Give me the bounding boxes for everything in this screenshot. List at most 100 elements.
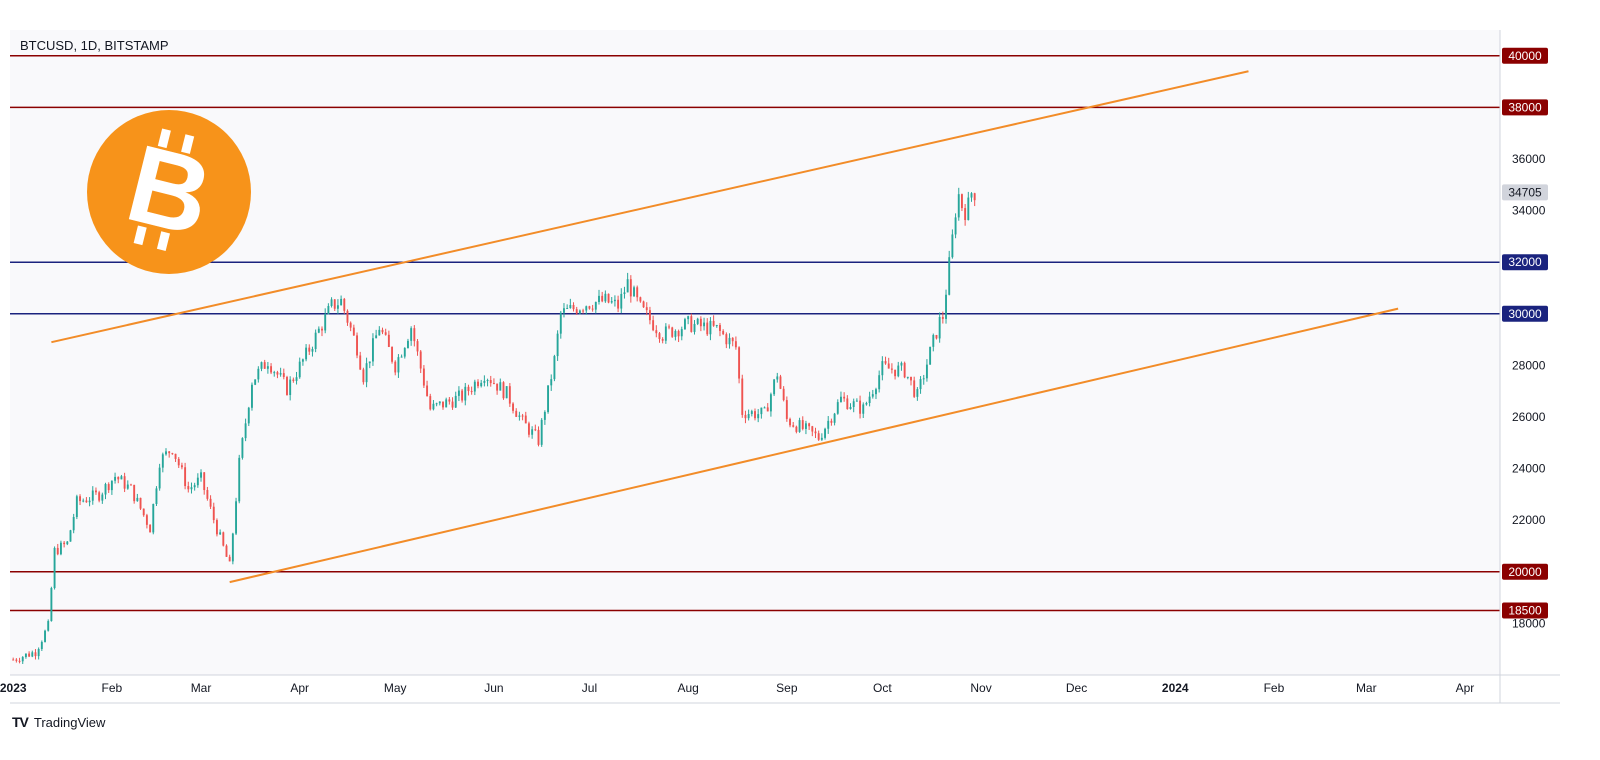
candle-body bbox=[668, 326, 670, 328]
candle-body bbox=[575, 309, 578, 314]
candle-body bbox=[613, 299, 616, 302]
candle-body bbox=[165, 451, 167, 455]
y-tick-label: 28000 bbox=[1512, 358, 1546, 372]
x-tick-label: Jul bbox=[582, 681, 597, 695]
candle-body bbox=[180, 465, 183, 468]
candle-body bbox=[840, 396, 842, 403]
candle-body bbox=[241, 438, 244, 458]
last-price-badge bbox=[1502, 184, 1548, 201]
candle-body bbox=[44, 630, 46, 642]
candle-body bbox=[429, 396, 432, 410]
candle-body bbox=[184, 467, 187, 487]
candle-body bbox=[98, 492, 101, 501]
x-tick-label: 2024 bbox=[1162, 681, 1189, 695]
candle-body bbox=[754, 411, 756, 419]
candle-body bbox=[782, 388, 785, 401]
candle-body bbox=[21, 657, 24, 662]
candle-body bbox=[633, 287, 635, 297]
candle-body bbox=[852, 401, 855, 408]
x-tick-label: 2023 bbox=[0, 681, 27, 695]
footer-brand[interactable]: TV TradingView bbox=[12, 712, 105, 732]
candle-body bbox=[244, 423, 247, 439]
candle-body bbox=[477, 381, 479, 387]
candle-body bbox=[731, 337, 734, 342]
candle-body bbox=[973, 193, 976, 201]
candle-body bbox=[209, 498, 212, 507]
candle-body bbox=[559, 312, 562, 334]
candle-body bbox=[130, 484, 132, 486]
candle-body bbox=[687, 316, 690, 320]
trendline-lower-channel[interactable] bbox=[229, 307, 1399, 584]
candle-body bbox=[591, 308, 594, 310]
candle-body bbox=[757, 414, 760, 419]
candle-body bbox=[161, 454, 164, 468]
candle-body bbox=[298, 361, 301, 378]
candle-body bbox=[916, 389, 919, 397]
candle-body bbox=[715, 325, 718, 327]
candle-body bbox=[814, 431, 817, 434]
candle-body bbox=[152, 503, 155, 533]
candle-body bbox=[483, 380, 486, 383]
candle-body bbox=[652, 320, 655, 331]
candle-body bbox=[158, 467, 161, 489]
candle-body bbox=[324, 314, 327, 331]
candle-body bbox=[142, 508, 145, 516]
candle-body bbox=[24, 653, 27, 658]
candle-body bbox=[547, 385, 550, 412]
candle-body bbox=[875, 389, 877, 395]
candle-body bbox=[286, 376, 288, 395]
candle-body bbox=[540, 419, 543, 445]
bitcoin-logo-icon: B bbox=[87, 110, 251, 274]
candle-body bbox=[553, 356, 556, 380]
x-tick-label: Feb bbox=[1264, 681, 1285, 695]
candle-body bbox=[85, 500, 88, 503]
x-tick-label: Feb bbox=[102, 681, 123, 695]
candle-body bbox=[375, 335, 378, 339]
candle-body bbox=[785, 400, 788, 419]
candle-body bbox=[741, 378, 744, 415]
candle-body bbox=[925, 364, 928, 379]
candle-body bbox=[639, 297, 642, 302]
candle-body bbox=[808, 423, 811, 427]
candle-body bbox=[203, 472, 206, 491]
candle-body bbox=[343, 298, 346, 311]
candle-body bbox=[155, 488, 158, 504]
candle-body bbox=[365, 363, 368, 383]
candle-body bbox=[626, 279, 629, 293]
candle-body bbox=[645, 307, 648, 311]
x-tick-label: Jun bbox=[484, 681, 503, 695]
plot-background bbox=[10, 30, 1500, 675]
x-tick-label: Aug bbox=[677, 681, 698, 695]
candle-body bbox=[881, 361, 884, 376]
candle-body bbox=[228, 556, 231, 562]
candle-body bbox=[518, 415, 521, 417]
candle-body bbox=[149, 524, 152, 533]
candle-body bbox=[572, 305, 575, 310]
candle-body bbox=[941, 316, 944, 319]
candle-body bbox=[340, 298, 343, 306]
candle-body bbox=[457, 390, 460, 396]
candle-body bbox=[703, 322, 706, 327]
trendline-upper-channel[interactable] bbox=[51, 70, 1249, 344]
candle-body bbox=[846, 398, 849, 410]
candle-body bbox=[677, 330, 680, 337]
level-badge-20000 bbox=[1502, 563, 1548, 580]
candle-body bbox=[470, 391, 473, 393]
candle-body bbox=[174, 453, 177, 459]
candle-body bbox=[588, 306, 591, 309]
candle-body bbox=[728, 337, 731, 345]
candle-body bbox=[537, 429, 540, 445]
level-badge-label: 30000 bbox=[1508, 307, 1542, 321]
candle-body bbox=[719, 325, 721, 331]
candle-body bbox=[709, 320, 712, 335]
candle-body bbox=[349, 322, 352, 328]
symbol-label: BTCUSD, 1D, BITSTAMP bbox=[20, 38, 169, 53]
candle-body bbox=[190, 487, 193, 490]
candle-body bbox=[699, 318, 702, 327]
candle-body bbox=[604, 293, 607, 302]
candle-body bbox=[945, 294, 947, 319]
candle-body bbox=[967, 197, 970, 221]
trendlines bbox=[51, 70, 1399, 584]
